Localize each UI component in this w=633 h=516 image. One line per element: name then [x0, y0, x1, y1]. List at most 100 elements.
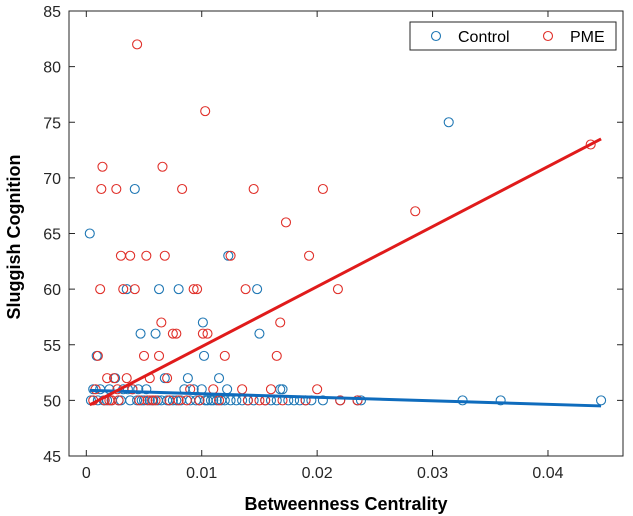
y-tick-label: 65: [43, 227, 61, 244]
data-point: [317, 183, 328, 195]
data-point: [240, 284, 251, 295]
data-point: [171, 328, 182, 339]
y-tick-label: 70: [43, 171, 61, 188]
data-point: [118, 284, 129, 295]
data-point: [213, 395, 225, 406]
data-point: [162, 373, 173, 384]
data-point: [198, 350, 210, 361]
data-point: [84, 228, 95, 239]
axis-ticks: 0 0.01 0.02 0.03 0.04 45 50 55 60 65 70 75 80 85: [43, 4, 623, 482]
data-point: [208, 395, 219, 406]
y-tick-label: 60: [43, 282, 61, 299]
legend-box: [409, 21, 617, 51]
y-tick-label: 75: [43, 115, 61, 132]
data-point: [134, 395, 145, 406]
data-point: [173, 395, 184, 406]
data-point: [280, 217, 292, 228]
fit-line-control: [89, 388, 602, 408]
data-point: [252, 284, 263, 295]
y-tick-label: 80: [43, 60, 61, 77]
axes-box: [68, 10, 624, 457]
data-point: [125, 250, 136, 261]
legend: Control PME: [409, 21, 617, 51]
data-point: [159, 373, 170, 384]
data-point: [95, 284, 106, 295]
data-point: [443, 117, 454, 128]
data-point: [132, 395, 143, 406]
data-point: [275, 317, 286, 328]
data-point: [254, 328, 265, 339]
legend-marker-pme: [542, 30, 554, 42]
data-point: [332, 284, 343, 295]
data-point: [205, 395, 217, 406]
data-point: [153, 284, 165, 295]
data-point: [157, 161, 168, 172]
fit-lines: [89, 137, 602, 408]
data-point: [265, 384, 277, 395]
data-point: [181, 395, 192, 406]
y-axis-title: Sluggish Cognition: [4, 155, 24, 320]
data-point: [121, 284, 132, 295]
data-point: [147, 395, 158, 406]
x-axis-title: Betweenness Centrality: [244, 494, 447, 514]
data-point: [96, 183, 107, 195]
data-point: [135, 328, 146, 339]
data-point: [141, 250, 152, 261]
data-point: [585, 139, 596, 150]
data-point: [171, 395, 182, 406]
data-point: [352, 395, 363, 406]
data-point: [167, 328, 178, 339]
data-point: [121, 373, 132, 384]
data-point: [159, 250, 170, 261]
data-point: [335, 395, 346, 406]
data-point: [192, 284, 203, 295]
data-point: [188, 284, 199, 295]
data-point: [410, 206, 421, 217]
fit-line-pme: [89, 137, 602, 407]
data-point: [182, 373, 193, 384]
data-point: [304, 250, 315, 261]
data-point: [97, 161, 108, 172]
data-point: [106, 395, 117, 406]
data-point: [317, 395, 328, 406]
data-point: [92, 350, 103, 361]
data-point: [223, 250, 234, 261]
data-point: [153, 350, 165, 361]
data-point: [173, 284, 184, 295]
data-point: [202, 328, 213, 339]
data-point: [194, 395, 205, 406]
x-tick-label: 0.04: [532, 465, 563, 482]
data-point: [113, 395, 124, 406]
data-point: [129, 183, 140, 195]
data-point: [127, 384, 138, 395]
data-point: [150, 395, 161, 406]
x-tick-label: 0.01: [186, 465, 217, 482]
data-point: [150, 328, 161, 339]
data-point: [167, 395, 178, 406]
data-point: [111, 183, 122, 195]
data-point: [138, 350, 150, 361]
legend-marker-control: [430, 30, 442, 42]
legend-label-control: Control: [458, 29, 510, 46]
plot-area: [68, 10, 624, 457]
data-point: [355, 395, 367, 406]
data-point: [213, 373, 225, 384]
x-tick-label: 0: [82, 465, 91, 482]
data-point: [200, 106, 211, 117]
data-point: [495, 395, 506, 406]
y-tick-label: 50: [43, 393, 61, 410]
data-point: [177, 183, 188, 195]
data-point: [156, 317, 167, 328]
data-point: [271, 350, 282, 361]
y-tick-label: 85: [43, 4, 61, 21]
data-point: [144, 395, 155, 406]
data-point: [142, 395, 153, 406]
data-point: [108, 373, 120, 384]
data-point: [200, 395, 211, 406]
data-point: [312, 384, 323, 395]
data-point: [248, 183, 259, 195]
data-point: [136, 395, 147, 406]
data-point: [211, 395, 222, 406]
series-pme: [88, 39, 596, 406]
